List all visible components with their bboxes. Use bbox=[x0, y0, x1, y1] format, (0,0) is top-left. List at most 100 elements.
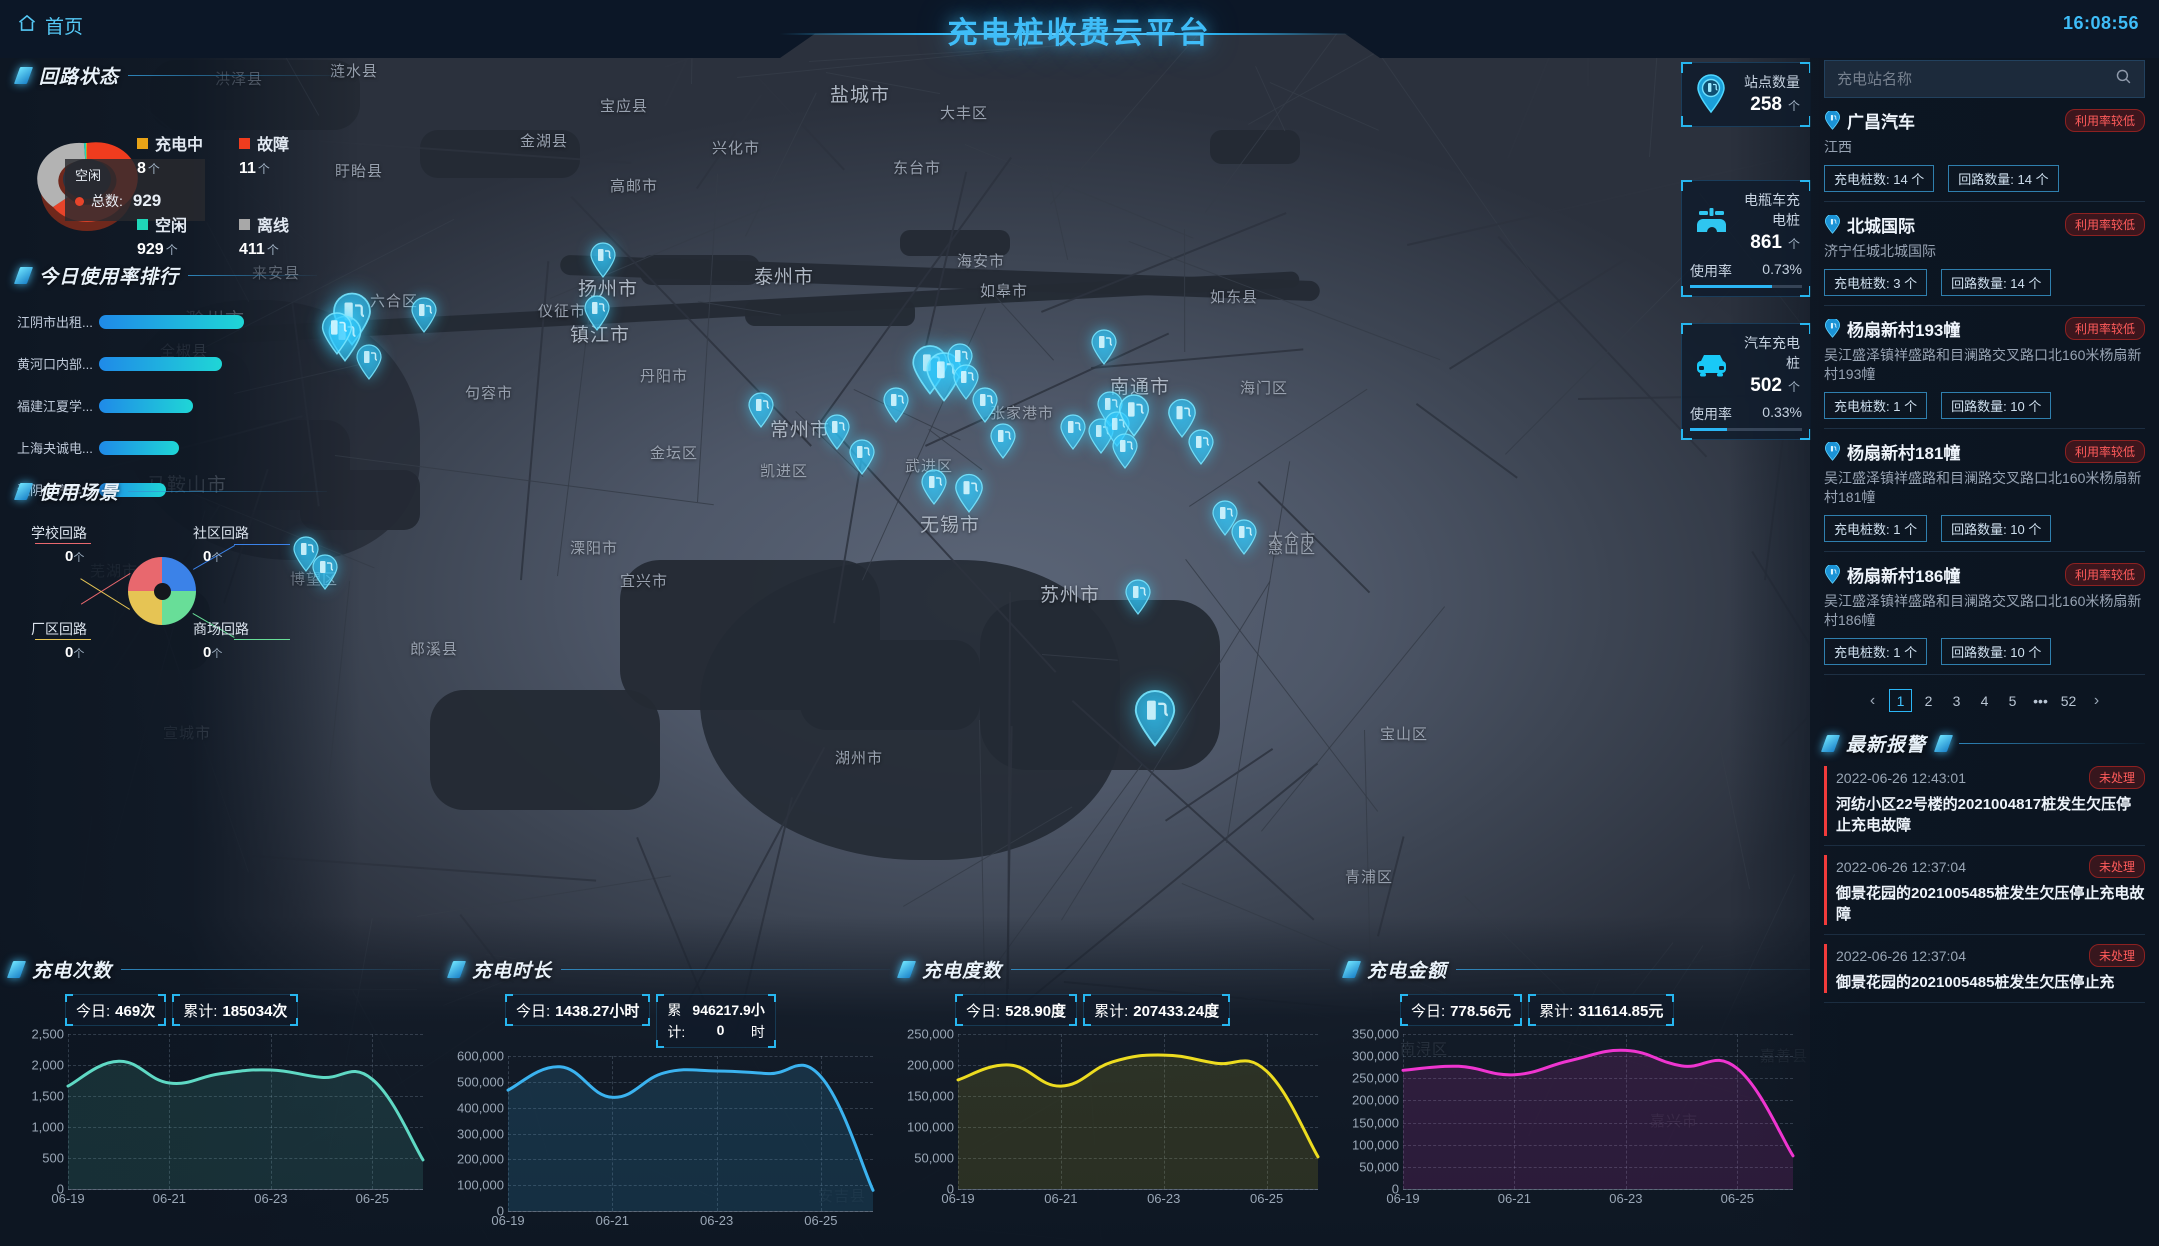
y-axis: 0 100,000 200,000 300,000 400,000 500,000 600,… bbox=[450, 1049, 508, 1219]
chart-panel-3: 充电金额 今日: 778.56元 累计: 311614.85元 0 50,000 100… bbox=[1341, 956, 1815, 1246]
map-pin-icon[interactable] bbox=[1124, 579, 1152, 615]
station-name: 广昌汽车 bbox=[1847, 113, 1915, 132]
chart-title: 充电金额 bbox=[1367, 961, 1448, 982]
map-pin-icon[interactable] bbox=[1111, 433, 1139, 469]
x-axis-tick: 06-23 bbox=[1609, 1191, 1643, 1206]
page-button-3[interactable]: 3 bbox=[1952, 692, 1961, 709]
y-axis-tick: 2,500 bbox=[31, 1026, 64, 1042]
chart-title: 充电度数 bbox=[922, 961, 1003, 982]
scene-label-community: 社区回路 bbox=[193, 525, 249, 541]
divider bbox=[188, 275, 317, 276]
legend-value: 929 个 bbox=[137, 241, 178, 258]
slash-icon bbox=[446, 961, 467, 978]
station-pin-icon bbox=[1824, 111, 1841, 130]
chart-title: 充电时长 bbox=[472, 961, 553, 982]
page-button-2[interactable]: 2 bbox=[1924, 692, 1933, 709]
chart-header: 充电度数 bbox=[896, 956, 1330, 983]
page-button-1[interactable]: 1 bbox=[1889, 689, 1912, 712]
page-button-4[interactable]: 4 bbox=[1980, 692, 1989, 709]
chart-stats-row: 今日: 778.56元 累计: 311614.85元 bbox=[1400, 994, 1815, 1026]
map-pin-icon[interactable] bbox=[1059, 414, 1087, 450]
page-next-button[interactable]: › bbox=[2093, 691, 2100, 709]
map-pin-icon[interactable] bbox=[848, 439, 876, 475]
map-pin-icon[interactable] bbox=[882, 387, 910, 423]
map-pin-icon[interactable] bbox=[747, 392, 775, 428]
scene-label-factory: 厂区回路 bbox=[31, 621, 87, 637]
map-pin-icon[interactable] bbox=[1187, 429, 1215, 465]
car-icon bbox=[1690, 344, 1732, 386]
usage-rank-row[interactable]: 上海夬诚电... bbox=[17, 437, 317, 458]
slash-icon bbox=[13, 483, 34, 500]
corner-decor bbox=[1681, 62, 1692, 73]
station-list-item[interactable]: 杨扇新村181幢 利用率较低 吴江盛泽镇祥盛路和目澜路交叉路口北160米杨扇新村… bbox=[1824, 429, 2145, 552]
alarm-list-item[interactable]: 2022-06-26 12:37:04 未处理 御景花园的2021005485桩… bbox=[1824, 935, 2145, 1003]
station-list-item[interactable]: 杨扇新村193幢 利用率较低 吴江盛泽镇祥盛路和目澜路交叉路口北160米杨扇新村… bbox=[1824, 306, 2145, 429]
usage-rank-row[interactable]: 福建江夏学... bbox=[17, 395, 317, 416]
chart-header: 充电次数 bbox=[6, 956, 440, 983]
chart-stat-box: 累计: 311614.85元 bbox=[1528, 994, 1675, 1026]
pagination[interactable]: ‹ 1 2 3 4 5 ••• 52 › bbox=[1824, 689, 2145, 712]
alarm-list-item[interactable]: 2022-06-26 12:37:04 未处理 御景花园的2021005485桩… bbox=[1824, 846, 2145, 935]
station-loop-count: 回路数量: 14 个 bbox=[1941, 269, 2052, 296]
map-pin-icon[interactable] bbox=[920, 469, 948, 505]
chart-plot bbox=[66, 1034, 425, 1190]
station-list-item[interactable]: 杨扇新村186幢 利用率较低 吴江盛泽镇祥盛路和目澜路交叉路口北160米杨扇新村… bbox=[1824, 552, 2145, 675]
page-prev-button[interactable]: ‹ bbox=[1869, 691, 1876, 709]
station-list-item[interactable]: 广昌汽车 利用率较低 江西 充电桩数: 14 个 回路数量: 14 个 bbox=[1824, 98, 2145, 202]
chart-series-svg bbox=[1401, 1048, 1795, 1189]
page-button-last[interactable]: 52 bbox=[2060, 692, 2077, 709]
map-pin-icon[interactable] bbox=[971, 387, 999, 423]
map-pin-icon[interactable] bbox=[823, 414, 851, 450]
chart-area[interactable]: 0 500 1,000 1,500 2,000 2,500 06-19 06-21 06-23… bbox=[10, 1027, 440, 1214]
alarm-list-item[interactable]: 2022-06-26 12:43:01 未处理 河纺小区22号楼的2021004… bbox=[1824, 757, 2145, 846]
station-list-item[interactable]: 北城国际 利用率较低 济宁任城北城国际 充电桩数: 3 个 回路数量: 14 个 bbox=[1824, 202, 2145, 306]
loop-status-title: 回路状态 bbox=[39, 67, 120, 88]
station-address: 吴江盛泽镇祥盛路和目澜路交叉路口北160米杨扇新村181幢 bbox=[1824, 470, 2142, 505]
chart-area[interactable]: 0 50,000 100,000 150,000 200,000 250,000 06-1… bbox=[900, 1027, 1330, 1214]
usage-rank-row[interactable]: 江阴市出租... bbox=[17, 311, 317, 332]
map-pin-icon[interactable] bbox=[1117, 394, 1151, 437]
search-input[interactable] bbox=[1837, 70, 2115, 88]
usage-rank-row[interactable]: 黄河口内部... bbox=[17, 353, 317, 374]
map-pin-icon[interactable] bbox=[989, 423, 1017, 459]
map-label: 海安市 bbox=[957, 253, 1006, 270]
legend-swatch-icon bbox=[137, 137, 148, 149]
station-name: 杨扇新村186幢 bbox=[1847, 567, 1961, 586]
map-pin-icon[interactable] bbox=[954, 473, 985, 513]
map-pin-icon[interactable] bbox=[410, 297, 438, 333]
kpi-card-2[interactable]: 汽车充电桩 502 个 使用率 0.33% bbox=[1681, 323, 1811, 440]
search-icon[interactable] bbox=[2115, 68, 2132, 90]
map-label: 张家港市 bbox=[990, 405, 1055, 422]
page-button-5[interactable]: 5 bbox=[2008, 692, 2017, 709]
map-label: 如东县 bbox=[1210, 289, 1259, 306]
map-label: 常州市 bbox=[770, 420, 831, 441]
map-pin-icon[interactable] bbox=[1090, 329, 1118, 365]
station-loop-count: 回路数量: 10 个 bbox=[1941, 638, 2052, 665]
map-pin-icon[interactable] bbox=[320, 312, 354, 355]
usage-scene-pie-chart[interactable] bbox=[128, 557, 196, 625]
y-axis: 0 500 1,000 1,500 2,000 2,500 bbox=[10, 1027, 68, 1197]
map-pin-icon[interactable] bbox=[1133, 689, 1178, 747]
divider bbox=[1011, 969, 1330, 970]
station-address: 济宁任城北城国际 bbox=[1824, 243, 1936, 259]
chart-area[interactable]: 0 50,000 100,000 150,000 200,000 250,000 300,0… bbox=[1345, 1027, 1815, 1214]
chart-stat-value: 946217.9小 bbox=[692, 1002, 765, 1018]
map-pin-icon[interactable] bbox=[589, 242, 617, 278]
chart-stat-box: 累计: 185034次 bbox=[172, 994, 299, 1026]
chart-area[interactable]: 0 100,000 200,000 300,000 400,000 500,000 600,… bbox=[450, 1049, 890, 1236]
map-label: 大丰区 bbox=[940, 105, 989, 122]
x-axis-tick: 06-19 bbox=[941, 1191, 975, 1206]
kpi-card-1[interactable]: 电瓶车充电桩 861 个 使用率 0.73% bbox=[1681, 180, 1811, 297]
kpi-value: 861 个 bbox=[1750, 232, 1800, 253]
kpi-value: 258 个 bbox=[1750, 94, 1800, 115]
x-axis-tick: 06-23 bbox=[1147, 1191, 1181, 1206]
loop-status-header: 回路状态 bbox=[13, 62, 337, 89]
chart-title: 充电次数 bbox=[32, 961, 113, 982]
station-pile-count: 充电桩数: 1 个 bbox=[1824, 515, 1928, 542]
kpi-progress-track bbox=[1690, 428, 1802, 431]
kpi-card-0[interactable]: 站点数量 258 个 bbox=[1681, 62, 1811, 127]
chart-stat-label: 累 bbox=[667, 1002, 682, 1018]
search-box[interactable] bbox=[1824, 60, 2145, 98]
map-pin-icon[interactable] bbox=[1230, 519, 1258, 555]
map-pin-icon[interactable] bbox=[583, 295, 611, 331]
